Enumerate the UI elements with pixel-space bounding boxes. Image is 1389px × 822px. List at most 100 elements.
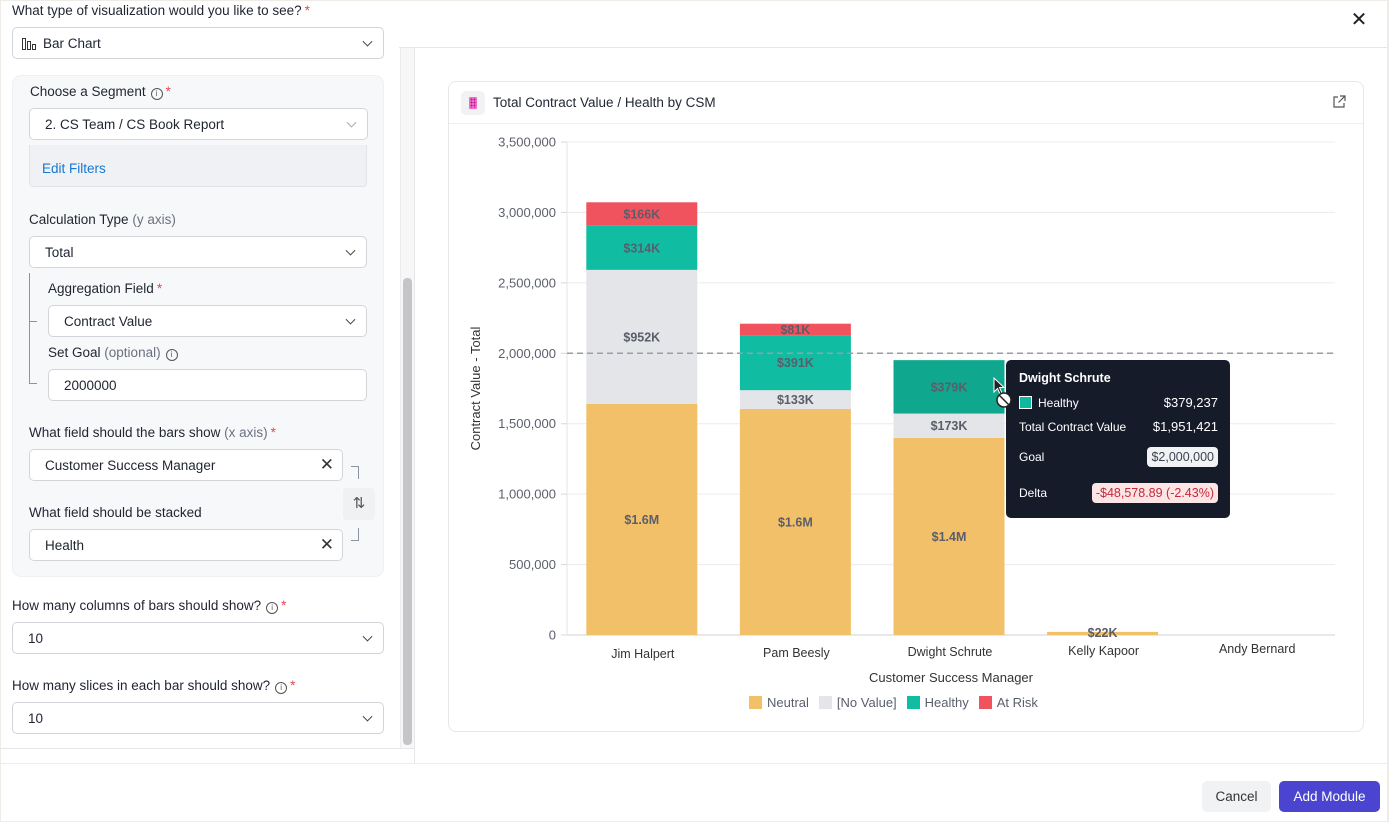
aggregation-label: Aggregation Field * xyxy=(48,281,162,296)
bar-segment[interactable] xyxy=(739,335,851,391)
goal-hint: (optional) xyxy=(104,345,161,360)
chart-card-title: Total Contract Value / Health by CSM xyxy=(493,95,716,110)
bar-segment[interactable] xyxy=(893,413,1005,438)
info-icon[interactable]: i xyxy=(275,682,288,694)
bar-data-label: $22K xyxy=(1088,626,1118,640)
tooltip-series-value: $379,237 xyxy=(1163,395,1218,410)
bar-segment[interactable] xyxy=(586,225,698,270)
slices-select[interactable]: 10 xyxy=(12,702,384,734)
y-axis-title: Contract Value - Total xyxy=(468,326,483,450)
footer-divider xyxy=(1,763,1387,764)
goal-input[interactable]: 2000000 xyxy=(48,369,367,401)
external-link-icon[interactable] xyxy=(1332,95,1346,109)
stack-field-value: Health xyxy=(45,537,85,553)
segment-select[interactable]: 2. CS Team / CS Book Report xyxy=(29,108,368,140)
bar-segment[interactable] xyxy=(586,202,698,226)
x-tick-label: Jim Halpert xyxy=(611,647,675,661)
bar-segment[interactable] xyxy=(893,360,1005,414)
x-tick-label: Andy Bernard xyxy=(1219,642,1295,656)
y-tick-label: 3,000,000 xyxy=(498,205,556,220)
required-marker: * xyxy=(165,84,171,99)
segment-label-text: Choose a Segment xyxy=(30,84,146,99)
clear-icon[interactable]: ✕ xyxy=(319,455,334,474)
legend-item[interactable]: Neutral xyxy=(749,695,809,710)
add-module-button[interactable]: Add Module xyxy=(1279,781,1380,812)
bar-segment[interactable] xyxy=(893,437,1005,635)
stack-field-select[interactable]: Health ✕ xyxy=(29,529,343,561)
info-icon[interactable]: i xyxy=(165,349,178,361)
viz-type-label-text: What type of visualization would you lik… xyxy=(12,3,302,18)
columns-label: How many columns of bars should show? i * xyxy=(12,598,286,614)
bracket-connector xyxy=(351,528,359,541)
x-field-hint: (x axis) xyxy=(224,425,268,440)
healthy-swatch xyxy=(1019,395,1032,409)
bar-segment[interactable] xyxy=(1047,631,1159,635)
tooltip-total-value: $1,951,421 xyxy=(1152,419,1218,434)
required-marker: * xyxy=(270,425,276,440)
columns-value: 10 xyxy=(28,630,44,646)
tree-connector xyxy=(29,383,37,384)
divider xyxy=(1,748,414,749)
tooltip-delta-label: Delta xyxy=(1019,486,1048,500)
swap-fields-button[interactable]: ⇅ xyxy=(343,488,375,520)
calc-type-value: Total xyxy=(45,244,74,260)
bar-segment[interactable] xyxy=(739,408,851,635)
tooltip-total-row: Total Contract Value $1,951,421 xyxy=(1019,419,1218,434)
close-icon[interactable]: ✕ xyxy=(1350,9,1368,31)
info-icon[interactable]: i xyxy=(266,602,279,614)
legend-item[interactable]: [No Value] xyxy=(818,695,897,710)
bar-segment[interactable] xyxy=(586,269,698,404)
bar-chart-icon xyxy=(22,38,36,50)
bar-data-label: $81K xyxy=(780,323,810,337)
legend-item[interactable]: Healthy xyxy=(906,695,969,710)
x-tick-label: Kelly Kapoor xyxy=(1068,644,1139,658)
bar-data-label: $166K xyxy=(623,207,660,221)
chart-tooltip: Dwight Schrute Healthy $379,237 Total Co… xyxy=(1006,360,1230,518)
bracket-connector xyxy=(351,466,359,479)
bar-data-label: $1.4M xyxy=(932,530,967,544)
goal-value: 2000000 xyxy=(64,377,117,393)
slices-label: How many slices in each bar should show?… xyxy=(12,678,295,694)
viz-type-select[interactable]: Bar Chart xyxy=(12,27,384,59)
legend-swatch xyxy=(906,696,920,709)
slices-value: 10 xyxy=(28,710,44,726)
legend-label: [No Value] xyxy=(836,695,897,710)
scrollbar-thumb[interactable] xyxy=(403,278,412,745)
legend-swatch xyxy=(749,696,762,709)
bar-segment[interactable] xyxy=(739,323,851,336)
y-tick-label: 1,500,000 xyxy=(498,416,556,431)
bar-data-label: $173K xyxy=(931,419,968,433)
cancel-button[interactable]: Cancel xyxy=(1202,781,1271,812)
info-icon[interactable]: i xyxy=(150,88,163,100)
x-axis-title: Customer Success Manager xyxy=(869,670,1034,685)
bar-data-label: $133K xyxy=(777,393,814,407)
y-tick-label: 2,500,000 xyxy=(498,275,556,290)
slices-label-text: How many slices in each bar should show? xyxy=(12,678,271,693)
tree-connector xyxy=(29,321,37,322)
y-tick-label: 3,500,000 xyxy=(498,135,556,150)
bar-data-label: $952K xyxy=(623,330,660,344)
tooltip-goal-row: Goal $2,000,000 xyxy=(1019,447,1218,467)
edit-filters-link[interactable]: Edit Filters xyxy=(42,161,106,176)
required-marker: * xyxy=(281,598,287,613)
calc-type-label: Calculation Type (y axis) xyxy=(29,212,176,227)
viz-type-value: Bar Chart xyxy=(43,35,101,51)
bar-data-label: $1.6M xyxy=(778,515,813,529)
tooltip-delta-row: Delta -$48,578.89 (-2.43%) xyxy=(1019,483,1218,503)
clear-icon[interactable]: ✕ xyxy=(319,535,334,554)
tooltip-goal-value: $2,000,000 xyxy=(1147,447,1218,467)
legend-label: Healthy xyxy=(924,695,969,710)
x-field-select[interactable]: Customer Success Manager ✕ xyxy=(29,449,343,481)
bar-segment[interactable] xyxy=(739,390,851,409)
calc-type-select[interactable]: Total xyxy=(29,236,367,268)
segment-label: Choose a Segment i * xyxy=(30,84,171,100)
columns-select[interactable]: 10 xyxy=(12,622,384,654)
aggregation-select[interactable]: Contract Value xyxy=(48,305,367,337)
bar-segment[interactable] xyxy=(586,403,698,635)
segment-value: 2. CS Team / CS Book Report xyxy=(45,116,225,132)
legend-item[interactable]: At Risk xyxy=(978,695,1038,710)
legend-label: Neutral xyxy=(767,695,809,710)
tooltip-goal-label: Goal xyxy=(1019,450,1045,464)
